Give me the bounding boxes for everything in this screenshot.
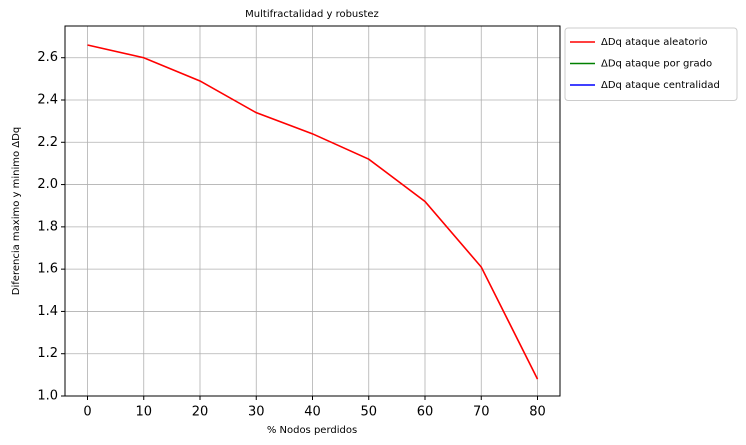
y-tick-label: 1.6 [37, 262, 58, 277]
y-tick-label: 1.4 [37, 304, 58, 319]
x-tick-label: 70 [473, 405, 490, 420]
x-tick-label: 10 [135, 405, 152, 420]
y-tick-label: 2.0 [37, 177, 58, 192]
y-tick-label: 2.4 [37, 93, 58, 108]
y-tick-label: 1.8 [37, 219, 58, 234]
x-tick-label: 40 [304, 405, 321, 420]
legend-label: ΔDq ataque por grado [601, 59, 712, 70]
legend-label: ΔDq ataque aleatorio [601, 37, 708, 48]
x-tick-label: 80 [529, 405, 546, 420]
x-tick-label: 20 [192, 405, 209, 420]
y-tick-label: 1.2 [37, 346, 58, 361]
x-axis-label: % Nodos perdidos [267, 425, 357, 436]
chart-title: Multifractalidad y robustez [245, 9, 379, 20]
x-tick-label: 0 [83, 405, 91, 420]
y-axis-label: Diferencia maximo y minimo ΔDq [11, 127, 22, 295]
series-line [87, 44, 539, 380]
legend-frame [564, 27, 738, 101]
y-tick-label: 2.2 [37, 135, 58, 150]
legend-label: ΔDq ataque centralidad [601, 80, 720, 91]
x-tick-label: 30 [248, 405, 265, 420]
plot-frame [64, 25, 561, 397]
x-tick-label: 60 [417, 405, 434, 420]
y-tick-label: 1.0 [37, 389, 58, 404]
y-tick-label: 2.6 [37, 50, 58, 65]
x-tick-label: 50 [360, 405, 377, 420]
